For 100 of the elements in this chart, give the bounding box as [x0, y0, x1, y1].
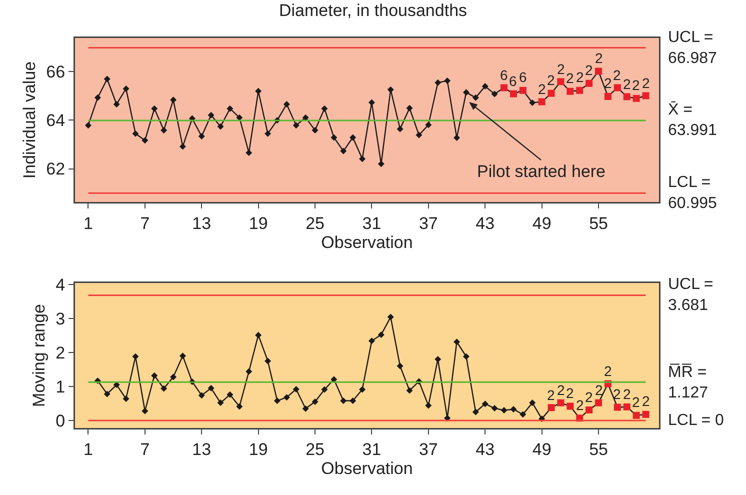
point — [226, 105, 234, 112]
chart-title: Diameter, in thousandths — [278, 0, 468, 20]
point — [482, 400, 488, 408]
point — [368, 338, 375, 344]
point — [472, 408, 479, 416]
point — [170, 96, 177, 104]
point — [283, 100, 290, 108]
point — [312, 126, 318, 134]
annotation: 2 — [632, 394, 640, 410]
annotation: 2 — [547, 387, 555, 403]
point — [246, 150, 252, 156]
point — [454, 338, 460, 346]
ref-line-label: X̄ = 63.991 — [668, 101, 718, 140]
point — [198, 392, 205, 399]
annotation: 2 — [566, 385, 574, 401]
point — [350, 398, 356, 404]
annotation: 2 — [585, 389, 593, 405]
point — [378, 331, 384, 338]
x-tick-label: 7 — [140, 440, 150, 459]
point — [444, 77, 451, 84]
point — [274, 398, 280, 404]
point — [359, 386, 366, 393]
ref-line-label: LCL = 0 — [668, 412, 724, 429]
point — [416, 132, 422, 138]
x-tick-label: 19 — [248, 440, 268, 459]
y-tick-label: 3 — [56, 309, 66, 328]
point — [113, 100, 120, 108]
point — [321, 386, 328, 393]
point — [520, 411, 526, 418]
point — [170, 374, 177, 380]
x-tick-label: 1 — [83, 214, 93, 233]
point — [160, 126, 168, 134]
point — [434, 356, 442, 362]
point — [454, 134, 460, 141]
point — [396, 362, 404, 370]
x-tick-label: 25 — [306, 440, 324, 459]
point — [142, 408, 148, 414]
point — [330, 134, 338, 141]
point — [122, 395, 130, 402]
point — [529, 100, 536, 106]
point — [264, 130, 272, 137]
point — [491, 90, 498, 98]
y-axis-title: Moving range — [29, 304, 48, 408]
ref-line-label: LCL = 60.995 — [668, 174, 718, 212]
annotation: 2 — [557, 61, 565, 77]
y-tick-label: 2 — [56, 343, 66, 362]
point — [462, 353, 470, 360]
x-tick-label: 13 — [192, 214, 212, 233]
point — [236, 403, 243, 410]
point — [179, 352, 186, 360]
point — [340, 398, 347, 404]
point — [179, 143, 186, 150]
annotation: 2 — [604, 75, 612, 91]
annotation: 2 — [557, 382, 565, 398]
x-axis-title: Observation — [321, 232, 413, 252]
point — [302, 405, 309, 412]
annotation: 2 — [632, 77, 640, 93]
point — [387, 86, 394, 93]
point — [132, 353, 139, 360]
point — [425, 122, 432, 128]
point — [208, 384, 214, 392]
point — [226, 391, 234, 398]
point — [406, 387, 413, 394]
point — [94, 94, 101, 101]
point — [491, 405, 498, 412]
annotation: 2 — [595, 50, 603, 66]
annotation: 2 — [623, 76, 631, 92]
annotation: 2 — [547, 72, 555, 88]
x-tick-label: 19 — [248, 214, 268, 233]
point — [396, 126, 404, 132]
point — [425, 402, 432, 409]
point — [132, 130, 139, 137]
y-tick-label: 66 — [46, 62, 66, 82]
point — [387, 314, 394, 320]
point — [264, 358, 272, 364]
point — [104, 390, 110, 398]
y-axis-title: Individual value — [20, 61, 39, 179]
point — [255, 88, 262, 94]
point — [482, 83, 488, 90]
point — [321, 105, 328, 112]
point — [122, 85, 130, 92]
annotation: 2 — [576, 69, 584, 85]
y-tick-label: 4 — [56, 275, 66, 294]
y-tick-label: 1 — [56, 377, 66, 396]
x-tick-label: 55 — [589, 214, 608, 233]
point — [208, 112, 214, 118]
annotation: 2 — [604, 363, 612, 379]
point — [500, 407, 508, 414]
x-axis-title: Observation — [321, 458, 413, 478]
point — [312, 398, 318, 406]
y-tick-label: 0 — [56, 411, 66, 430]
ref-line-label: UCL = 3.681 — [668, 276, 714, 314]
ref-line-label: M̅R̅ = 1.127 — [668, 363, 708, 402]
annotation: 2 — [613, 67, 621, 83]
point — [406, 104, 413, 112]
point — [84, 122, 92, 129]
point — [246, 368, 252, 375]
y-tick-label: 64 — [46, 111, 66, 130]
point — [217, 123, 224, 130]
ref-line-label: UCL = 66.987 — [668, 29, 718, 67]
